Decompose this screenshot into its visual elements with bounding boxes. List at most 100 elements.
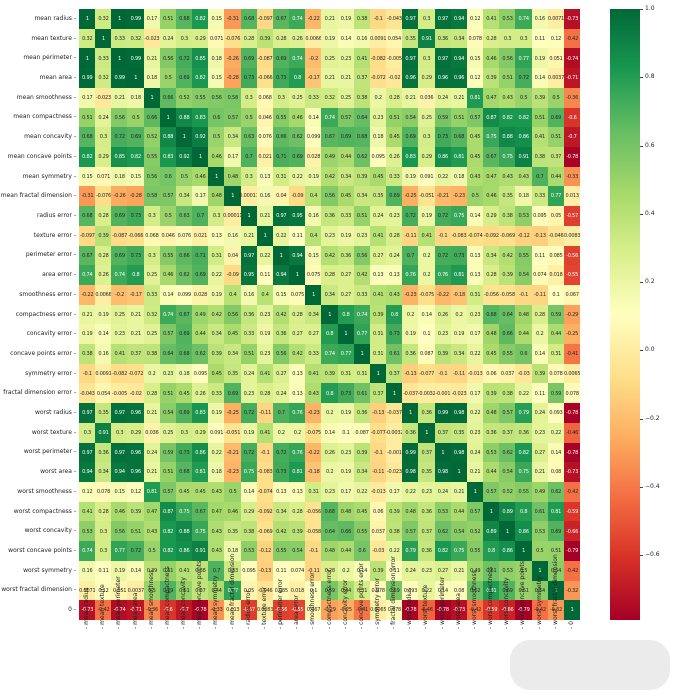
heatmap-cell: -0.092: [483, 225, 500, 246]
heatmap-cell: 0.88: [175, 521, 193, 542]
heatmap-cell: 1: [483, 501, 500, 522]
heatmap-cell: 1: [111, 9, 128, 30]
heatmap-cell: 0.69: [175, 324, 193, 345]
heatmap-cell: 0.55: [272, 107, 290, 128]
heatmap-cell: 0.62: [353, 146, 371, 168]
heatmap-cell: 0.51: [450, 107, 468, 128]
heatmap-cell: 0.86: [175, 541, 193, 562]
heatmap-cell: 0.63: [240, 127, 258, 148]
heatmap-cell: 0.39: [369, 304, 387, 325]
heatmap-cell: 0.23: [531, 422, 549, 444]
heatmap-cell: 0.51: [79, 107, 96, 128]
colorbar-tick-label: 0.0: [645, 346, 655, 354]
heatmap-cell: 0.19: [337, 225, 355, 246]
heatmap-cell: 0.94: [450, 9, 468, 30]
heatmap-cell: 0.48: [337, 501, 355, 522]
heatmap-cell: 0.068: [143, 225, 161, 246]
x-tick-label: - worst compactness: [487, 566, 495, 629]
heatmap-cell: 0.0071: [79, 580, 96, 601]
heatmap-cell: 0.54: [159, 403, 177, 424]
heatmap-cell: 0.51: [531, 107, 549, 128]
heatmap-cell: 0.68: [240, 9, 258, 30]
heatmap-cell: 0.11: [531, 245, 549, 266]
heatmap-cell: 0.24: [95, 107, 112, 128]
heatmap-cell: 0.3: [143, 206, 161, 227]
heatmap-cell: 0.74: [515, 9, 532, 30]
heatmap-cell: 0.61: [531, 501, 549, 522]
heatmap-cell: 0.22: [256, 245, 274, 266]
heatmap-cell: 0.34: [272, 501, 290, 522]
heatmap-cell: 0.25: [337, 87, 355, 109]
heatmap-cell: 0.5: [515, 560, 532, 582]
y-tick-label: symmetry error -: [25, 369, 76, 377]
heatmap-cell: 0.56: [272, 344, 290, 365]
heatmap-cell: 0.31: [466, 284, 484, 306]
heatmap-cell: 0.66: [159, 87, 177, 109]
heatmap-cell: 0.51: [515, 580, 532, 601]
heatmap-cell: -0.082: [111, 363, 128, 384]
heatmap-cell: -0.056: [305, 501, 322, 522]
heatmap-cell: 0.067: [563, 284, 581, 306]
heatmap-cell: 0.97: [240, 245, 258, 266]
heatmap-cell: 0.67: [483, 146, 500, 168]
heatmap-cell: -0.36: [143, 600, 161, 621]
heatmap-cell: 0.41: [531, 127, 549, 148]
heatmap-cell: 0.52: [499, 482, 516, 503]
heatmap-cell: 0.63: [175, 206, 193, 227]
heatmap-cell: 0.3: [418, 48, 436, 69]
heatmap-cell: 0.52: [143, 127, 161, 148]
heatmap-cell: 0.013: [563, 186, 581, 207]
heatmap-cell: -0.18: [305, 462, 322, 483]
heatmap-cell: 0.34: [175, 186, 193, 207]
heatmap-cell: 0.81: [192, 462, 209, 483]
heatmap-cell: 0.33: [337, 206, 355, 227]
heatmap-cell: 0.22: [402, 482, 419, 503]
heatmap-cell: 0.19: [337, 9, 355, 30]
heatmap-cell: 0.39: [434, 344, 452, 365]
heatmap-cell: -0.23: [450, 186, 468, 207]
heatmap-cell: 0.21: [337, 68, 355, 89]
heatmap-cell: 1: [321, 304, 339, 325]
heatmap-cell: 0.42: [272, 304, 290, 325]
heatmap-cell: 0.22: [386, 541, 403, 562]
heatmap-cell: 0.82: [192, 68, 209, 89]
colorbar-tick-label: 0.2: [645, 278, 655, 286]
x-tick-label: - radius error: [244, 589, 252, 629]
heatmap-cell: 0.68: [175, 344, 193, 365]
heatmap-cell: 0.72: [175, 48, 193, 69]
heatmap-cell: 0.21: [256, 206, 274, 227]
heatmap-cell: 0.43: [499, 87, 516, 109]
heatmap-cell: 0.08: [547, 462, 565, 483]
x-tick-label: - concavity error: [341, 579, 349, 629]
heatmap-cell: 0.2: [143, 363, 161, 384]
heatmap-cell: 0.36: [337, 245, 355, 266]
heatmap-cell: 0.6: [515, 344, 532, 365]
heatmap-cell: 0.16: [305, 206, 322, 227]
heatmap-cell: 0.55: [143, 146, 161, 168]
heatmap-cell: 0.4: [224, 284, 242, 306]
heatmap-cell: 0.13: [208, 225, 225, 246]
heatmap-cell: 0.3: [95, 127, 112, 148]
x-tick-label: - perimeter error: [277, 578, 285, 629]
heatmap-cell: -0.013: [466, 363, 484, 384]
x-tick-label: - symmetry error: [373, 578, 381, 629]
heatmap-cell: 0.0065: [369, 600, 387, 621]
x-tick-label: - texture error: [260, 586, 268, 629]
heatmap-cell: 0.29: [240, 501, 258, 522]
heatmap-cell: 0.8: [321, 383, 339, 404]
heatmap-cell: 0.17: [192, 186, 209, 207]
y-tick-label: mean radius -: [34, 14, 76, 22]
heatmap-cell: 0.6: [353, 541, 371, 562]
heatmap-cell: 0.5: [224, 482, 242, 503]
heatmap-cell: 0.24: [434, 87, 452, 109]
heatmap-cell: -0.066: [256, 68, 274, 89]
heatmap-cell: 0.29: [483, 206, 500, 227]
heatmap-cell: 0.15: [208, 68, 225, 89]
heatmap-cell: 0.68: [79, 127, 96, 148]
y-tick-label: mean perimeter -: [23, 54, 76, 62]
heatmap-cell: 1: [224, 186, 242, 207]
colorbar-tick-mark: [640, 145, 643, 147]
heatmap-cell: 0.3: [499, 28, 516, 49]
heatmap-cell: 0.046: [159, 225, 177, 246]
heatmap-cell: 1: [353, 344, 371, 365]
